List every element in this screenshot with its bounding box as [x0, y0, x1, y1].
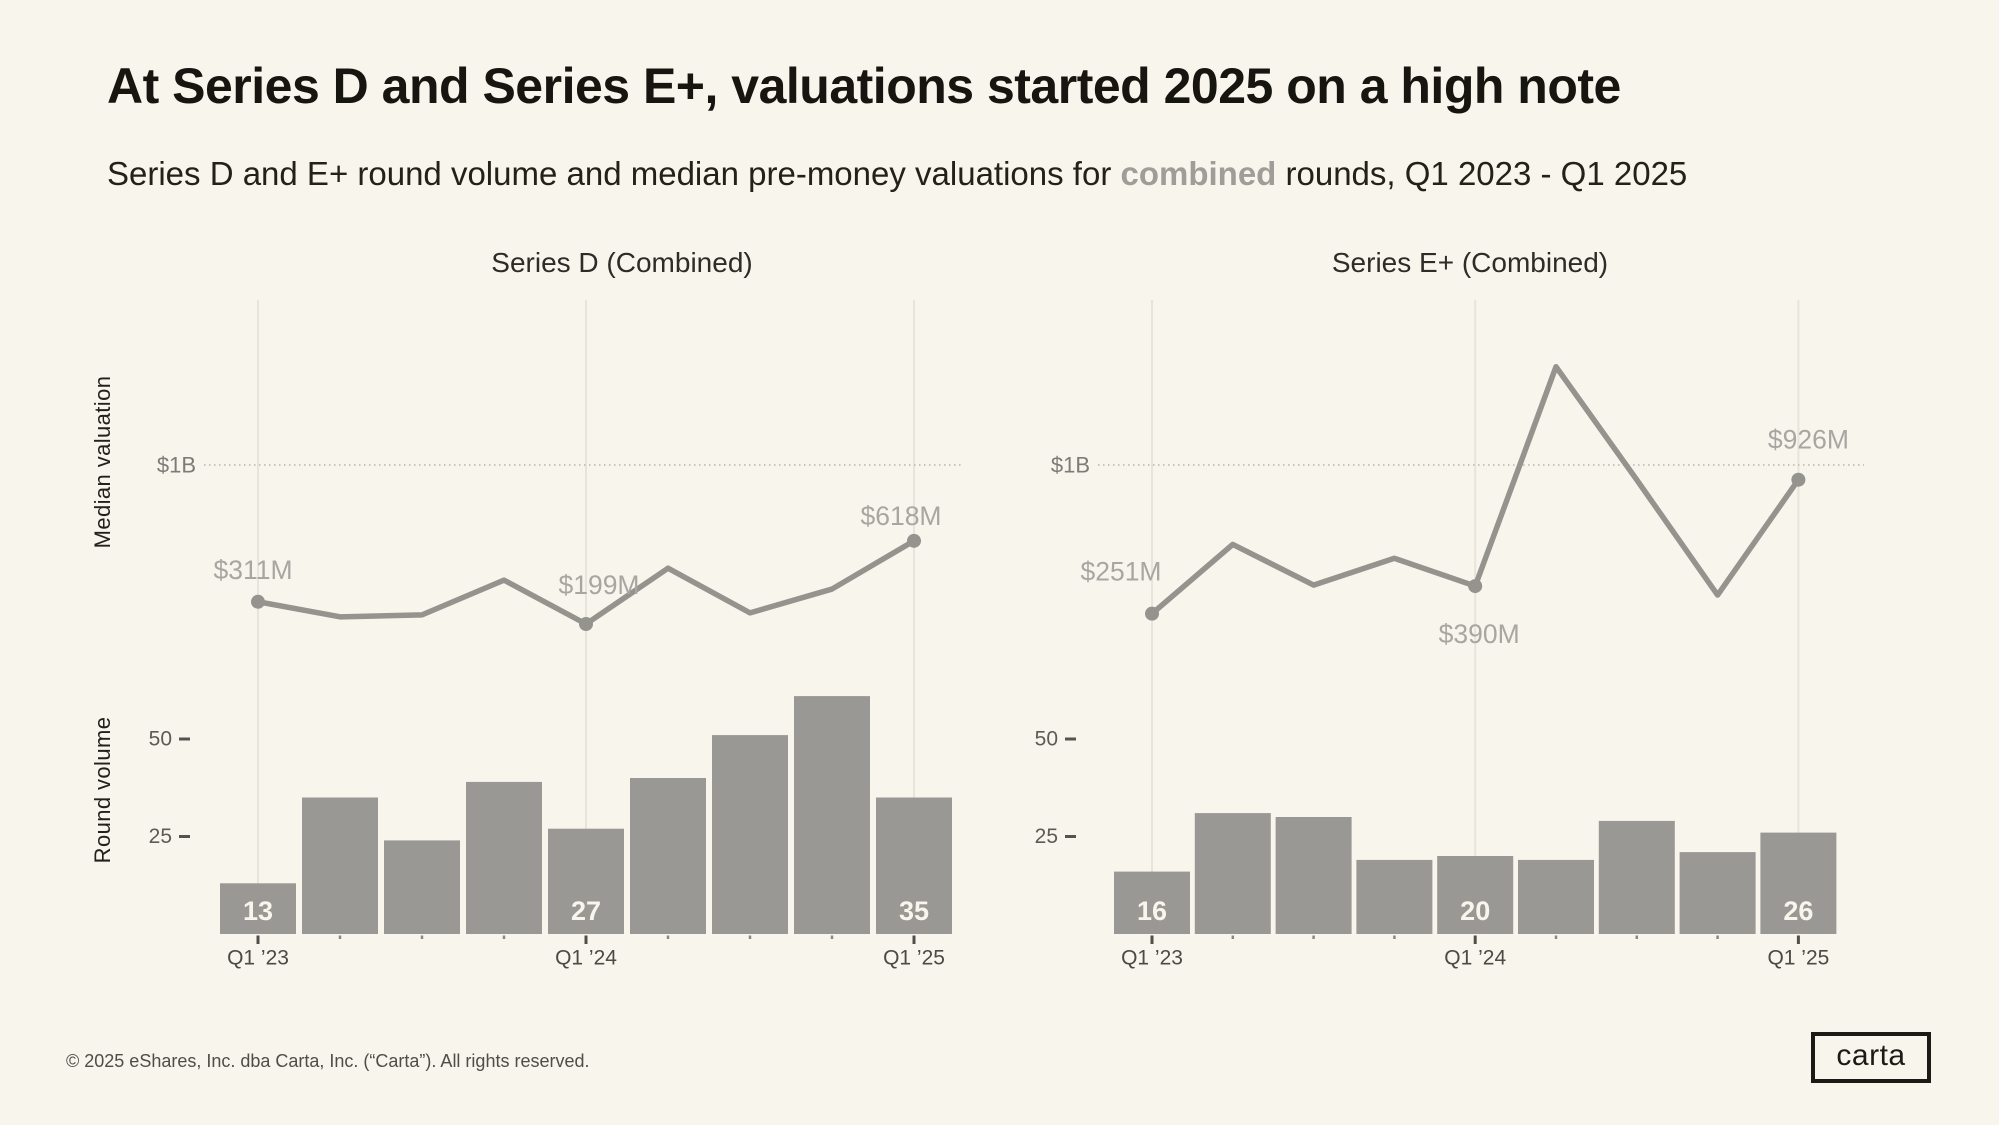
x-tick-label: Q1 ’25: [1767, 947, 1829, 970]
page-subtitle: Series D and E+ round volume and median …: [107, 155, 1688, 192]
round-volume-bar: [302, 797, 378, 934]
bar-value-label: 35: [899, 896, 929, 926]
billion-ref-label: $1B: [157, 453, 196, 478]
round-volume-bar: [1437, 856, 1514, 934]
round-volume-bar: [466, 781, 542, 934]
round-volume-bar: [1356, 859, 1433, 934]
round-volume-bar: [876, 797, 952, 934]
line-point-dot: [251, 594, 265, 609]
x-tick-label: Q1 ’24: [1444, 947, 1506, 970]
line-point-dot: [579, 616, 593, 631]
series-d-panel-title: Series D (Combined): [491, 247, 753, 278]
volume-tick-label: 50: [1035, 728, 1058, 751]
round-volume-bar: [1598, 820, 1675, 934]
round-volume-bar: [712, 735, 788, 934]
volume-tick-label: 25: [1035, 825, 1058, 848]
round-volume-bar: [220, 883, 296, 934]
subtitle-prefix: Series D and E+ round volume and median …: [107, 155, 1121, 192]
point-value-label: $311M: [213, 555, 292, 585]
round-volume-bar: [1275, 817, 1352, 934]
subtitle-highlight: combined: [1120, 155, 1277, 192]
billion-ref-label: $1B: [1051, 453, 1090, 478]
volume-tick-label: 25: [149, 825, 172, 848]
round-volume-bar: [1760, 832, 1837, 934]
line-point-dot: [1468, 579, 1483, 594]
round-volume-bar: [1114, 871, 1190, 934]
x-tick-label: Q1 ’25: [883, 947, 945, 970]
round-volume-bar: [1194, 813, 1271, 934]
point-value-label: $251M: [1080, 557, 1161, 587]
point-value-label: $390M: [1439, 619, 1520, 649]
bar-value-label: 27: [571, 896, 601, 926]
volume-tick-label: 50: [149, 728, 172, 751]
line-point-dot: [907, 533, 921, 548]
carta-logo-text: carta: [1836, 1039, 1906, 1072]
round-volume-bar: [630, 778, 706, 934]
point-value-label: $618M: [860, 501, 941, 531]
round-volume-bar: [794, 696, 870, 934]
round-volume-bar: [384, 840, 460, 934]
bar-value-label: 26: [1783, 896, 1813, 926]
page-title: At Series D and Series E+, valuations st…: [107, 58, 1621, 114]
x-tick-label: Q1 ’23: [1121, 947, 1183, 970]
line-point-dot: [1145, 606, 1159, 621]
bar-value-label: 16: [1137, 896, 1167, 926]
series-e-panel-title: Series E+ (Combined): [1331, 247, 1609, 278]
point-value-label: $926M: [1768, 425, 1849, 455]
round-volume-bar: [548, 828, 624, 934]
copyright-note: © 2025 eShares, Inc. dba Carta, Inc. (“C…: [66, 1051, 590, 1071]
bar-value-label: 13: [243, 896, 273, 926]
point-value-label: $199M: [558, 570, 639, 600]
carta-logo: carta: [1811, 1032, 1931, 1083]
subtitle-suffix: rounds, Q1 2023 - Q1 2025: [1276, 155, 1688, 192]
x-tick-label: Q1 ’24: [555, 947, 617, 970]
round-volume-bar: [1679, 852, 1756, 934]
x-tick-label: Q1 ’23: [227, 947, 289, 970]
bar-value-label: 20: [1460, 896, 1490, 926]
line-point-dot: [1791, 472, 1806, 487]
round-volume-bar: [1518, 859, 1594, 934]
